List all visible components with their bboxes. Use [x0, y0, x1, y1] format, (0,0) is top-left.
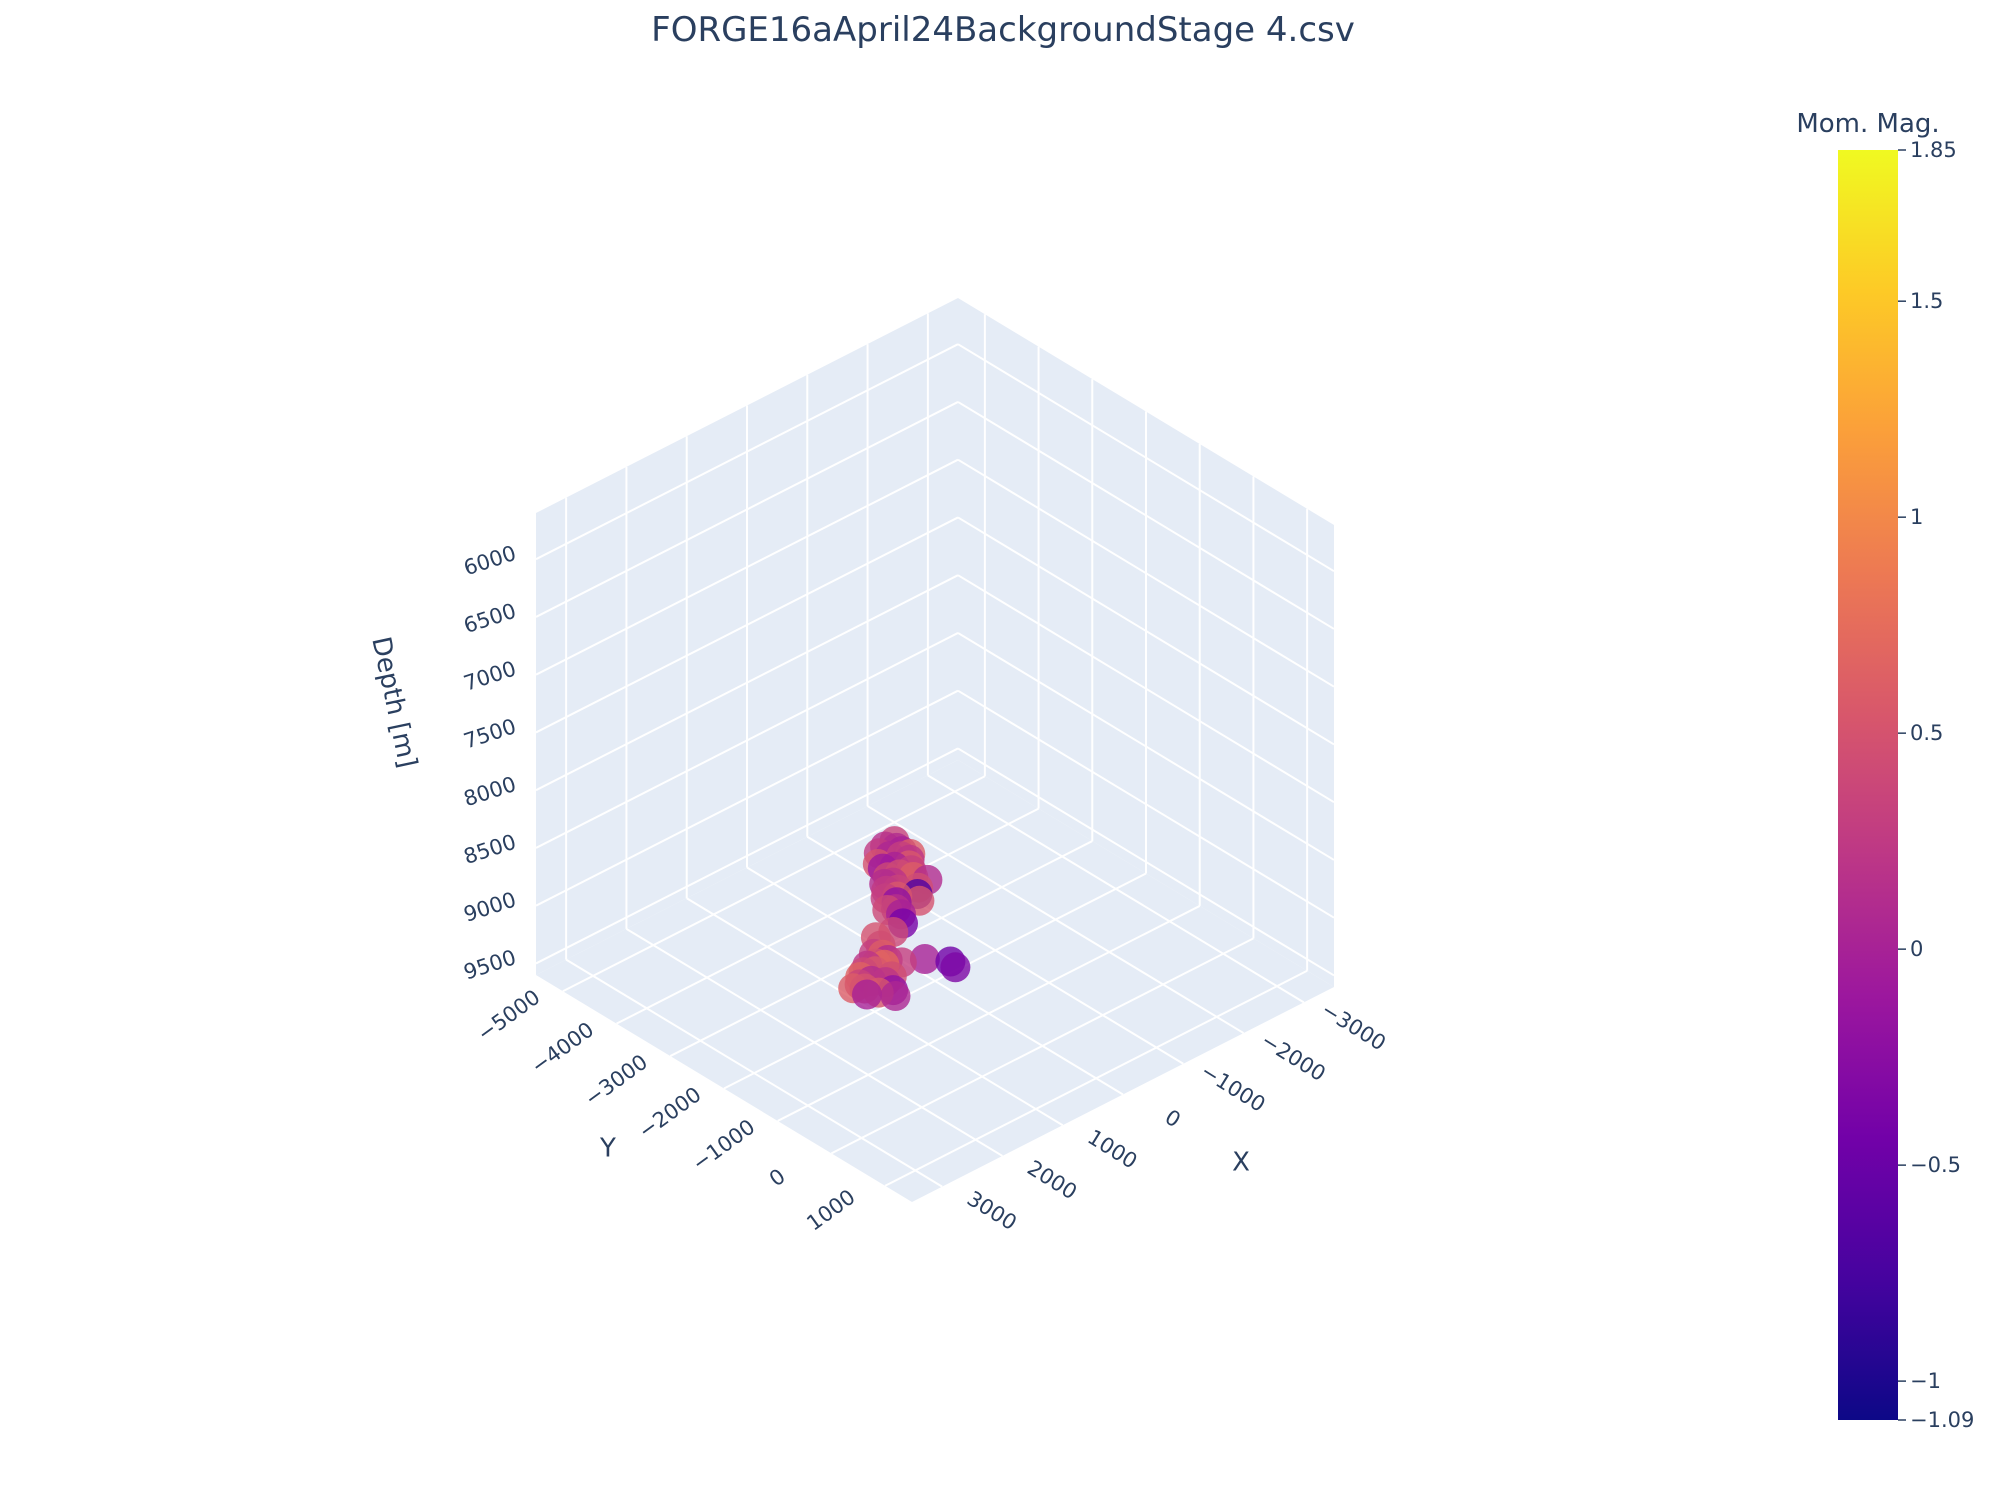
z-tick-label: 9500: [461, 945, 519, 984]
data-point[interactable]: [852, 980, 882, 1010]
z-tick-label: 6500: [461, 599, 519, 638]
x-tick-label: 3000: [963, 1186, 1021, 1235]
colorbar-title: Mom. Mag.: [1796, 109, 1939, 139]
z-tick-label: 6000: [461, 541, 519, 580]
x-tick-label: −2000: [1257, 1028, 1330, 1086]
colorbar-tick-label: −1.09: [1910, 1408, 1974, 1432]
x-axis-title: X: [1232, 1148, 1250, 1178]
y-tick-label: −2000: [634, 1082, 706, 1143]
colorbar-tick-label: 0.5: [1910, 721, 1943, 745]
z-tick-label: 7000: [461, 656, 519, 695]
y-tick-label: −3000: [580, 1050, 652, 1111]
colorbar-tick-label: −1: [1910, 1369, 1941, 1393]
y-axis-title: Y: [599, 1134, 616, 1164]
x-tick-label: 0: [1161, 1105, 1185, 1132]
colorbar-ticks: 1.85 1.5 1 0.5 0 −0.5 −1 −1.09: [1898, 138, 1974, 1432]
z-tick-label: 8000: [461, 772, 519, 811]
x-tick-label: 2000: [1023, 1156, 1081, 1205]
y-tick-label: −4000: [527, 1017, 599, 1078]
x-tick-label: −3000: [1317, 997, 1390, 1055]
colorbar: Mom. Mag. 1.85 1.5 1 0.5 0 −0.5 −1 −1.09: [1796, 109, 1974, 1432]
z-tick-label: 8500: [461, 830, 519, 869]
colorbar-tick-label: −0.5: [1910, 1153, 1961, 1177]
y-tick-label: −5000: [473, 985, 545, 1046]
z-tick-label: 9000: [461, 887, 519, 926]
z-tick-label: 7500: [461, 714, 519, 753]
y-tick-label: 0: [765, 1164, 790, 1191]
y-tick-label: −1000: [688, 1115, 760, 1176]
colorbar-tick-label: 1: [1910, 505, 1923, 529]
x-tick-label: −1000: [1197, 1059, 1270, 1117]
scene-3d[interactable]: 3000200010000−1000−2000−300010000−1000−2…: [365, 298, 1390, 1236]
colorbar-tick-label: 0: [1910, 937, 1923, 961]
data-point[interactable]: [881, 981, 911, 1011]
colorbar-gradient: [1838, 150, 1898, 1420]
x-tick-label: 1000: [1083, 1125, 1141, 1174]
colorbar-tick-label: 1.5: [1910, 289, 1943, 313]
colorbar-tick-label: 1.85: [1910, 138, 1957, 162]
data-point[interactable]: [940, 952, 970, 982]
y-tick-label: 1000: [802, 1185, 859, 1236]
z-axis-title: Depth [m]: [365, 634, 422, 770]
